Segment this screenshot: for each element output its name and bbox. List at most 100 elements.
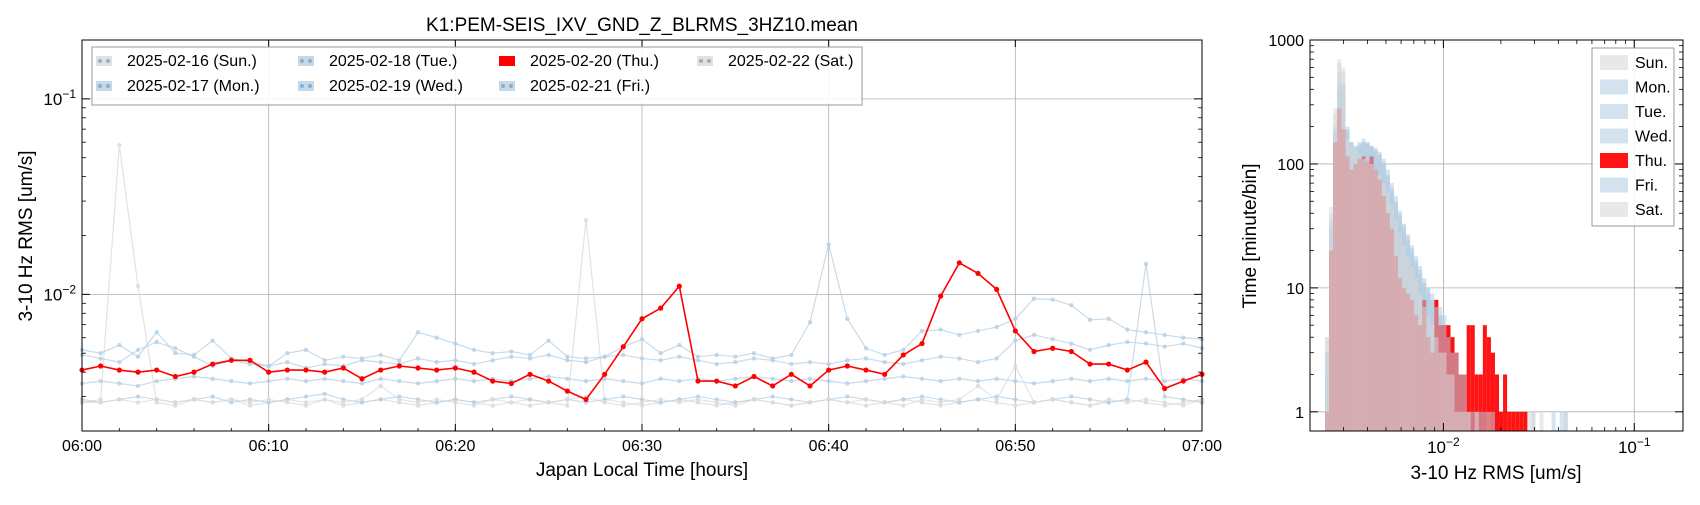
series-point: [733, 400, 738, 405]
series-point: [546, 400, 551, 405]
legend-marker: [308, 84, 312, 88]
series-point: [583, 356, 589, 361]
hist-bar: [1507, 411, 1512, 431]
hist-bar: [1515, 411, 1520, 431]
series-point: [154, 330, 159, 335]
series-point: [807, 383, 813, 389]
series-point: [639, 403, 645, 408]
series-point: [845, 358, 850, 363]
legend-swatch: [96, 81, 112, 91]
series-point: [1013, 378, 1018, 384]
hist-bar: [1462, 374, 1467, 431]
x-tick-label: 06:40: [809, 438, 849, 455]
series-point: [98, 378, 103, 384]
series-point: [620, 344, 626, 350]
series-point: [378, 376, 383, 381]
hist-bar: [1462, 411, 1467, 431]
hist-bar: [1422, 307, 1427, 431]
x-tick-label: 06:10: [249, 438, 289, 455]
chart-title: K1:PEM-SEIS_IXV_GND_Z_BLRMS_3HZ10.mean: [426, 15, 858, 36]
series-point: [1069, 394, 1074, 399]
series-point: [1162, 344, 1167, 349]
series-point: [378, 383, 383, 389]
series-point: [415, 381, 421, 386]
series-point: [826, 242, 831, 247]
legend-marker: [106, 84, 110, 88]
series-point: [1106, 361, 1112, 367]
series-point: [116, 367, 122, 373]
series-point: [322, 358, 327, 363]
series-point: [1050, 378, 1055, 384]
series-point: [957, 376, 962, 381]
series-point: [1068, 348, 1074, 355]
series-point: [1125, 339, 1130, 345]
series-point: [397, 358, 402, 363]
series-point: [285, 400, 290, 405]
series-point: [789, 352, 794, 358]
series-point: [639, 400, 645, 405]
series-point: [1012, 328, 1018, 334]
series-point: [1125, 400, 1130, 405]
series-point: [845, 381, 850, 386]
series-point: [1125, 327, 1130, 332]
series-point: [975, 359, 981, 365]
series-point: [938, 403, 943, 408]
series-point: [919, 340, 925, 347]
series-point: [807, 376, 813, 381]
series-point: [770, 400, 775, 405]
series-point: [1143, 341, 1149, 346]
series-point: [677, 354, 682, 359]
series-point: [789, 361, 794, 367]
hist-bar: [1482, 411, 1487, 431]
hist-bar: [1474, 374, 1479, 431]
series-point: [565, 376, 570, 381]
series-point: [359, 376, 365, 382]
right-plot-frame: [1309, 39, 1684, 432]
hist-bar: [1466, 325, 1471, 431]
series-point: [266, 397, 271, 402]
hist-bar: [1490, 352, 1495, 431]
hist-bar: [1377, 175, 1382, 431]
hist-bar: [1478, 374, 1483, 431]
legend-label: 2025-02-17 (Mon.): [127, 78, 260, 95]
series-point: [789, 378, 794, 384]
series-point: [621, 378, 626, 384]
hist-bar: [1401, 245, 1406, 431]
legend-swatch: [499, 56, 515, 66]
series-point: [1013, 338, 1018, 343]
hist-bar: [1353, 149, 1358, 431]
y-tick-label: 100: [1277, 157, 1304, 174]
series-point: [583, 396, 589, 403]
series-point: [471, 361, 477, 367]
legend-swatch: [1600, 153, 1628, 168]
legend-marker: [509, 84, 513, 88]
hist-bar: [1519, 411, 1524, 431]
series-point: [733, 403, 738, 408]
series-point: [621, 394, 626, 399]
series-point: [1181, 403, 1186, 408]
series-point: [135, 347, 141, 353]
series-point: [341, 378, 346, 384]
series-point: [210, 394, 215, 399]
series-point: [546, 374, 551, 379]
hist-bar: [1482, 325, 1487, 431]
hist-bar: [1494, 374, 1500, 431]
series-point: [975, 270, 981, 276]
series-point: [807, 359, 813, 365]
legend-label: Sun.: [1635, 55, 1668, 72]
series-point: [733, 354, 738, 359]
series-point: [639, 336, 645, 342]
series-point: [191, 397, 197, 402]
series-point: [1162, 378, 1167, 384]
series-point: [340, 365, 346, 371]
series-point: [284, 367, 290, 373]
series-point: [509, 394, 514, 399]
series-point: [546, 378, 552, 384]
series-point: [957, 332, 962, 338]
series-point: [677, 400, 682, 405]
series-point: [770, 376, 775, 381]
series-point: [471, 347, 477, 353]
series-point: [770, 358, 775, 363]
legend-marker: [300, 84, 304, 88]
series-point: [303, 394, 309, 399]
